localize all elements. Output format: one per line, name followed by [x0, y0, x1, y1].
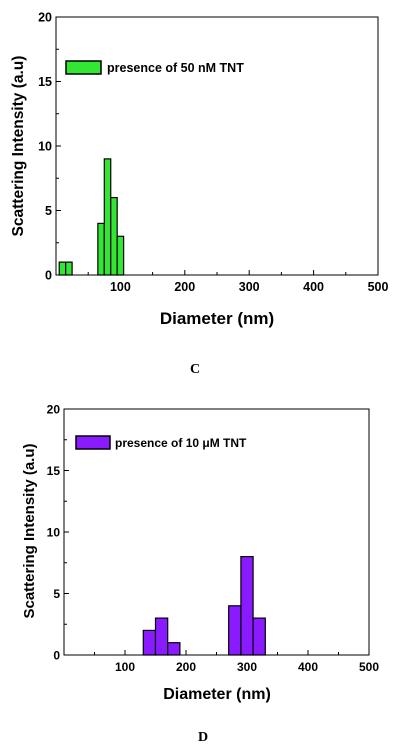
x-tick-label: 300	[237, 660, 257, 674]
y-tick-label: 5	[45, 204, 52, 218]
y-tick-label: 15	[47, 464, 61, 478]
y-axis-label: Scattering Intensity (a.u)	[21, 443, 38, 618]
x-tick-label: 300	[239, 280, 260, 294]
y-tick-label: 5	[53, 587, 60, 601]
chart-panel-c: 0 5 10 15 20 100 200 300 400 500 presence of 50 …	[10, 11, 388, 378]
x-tick-label: 100	[110, 280, 131, 294]
panel-label: C	[190, 362, 200, 377]
x-axis-ticks: 100 200 300 400 500	[94, 650, 379, 674]
panel-label: D	[198, 730, 208, 745]
x-tick-label: 400	[298, 660, 318, 674]
x-tick-label: 500	[368, 280, 389, 294]
x-tick-label: 400	[303, 280, 324, 294]
bar	[142, 629, 157, 656]
x-tick-label: 200	[174, 280, 195, 294]
bar	[240, 555, 254, 656]
y-axis-ticks: 0 5 10 15 20	[47, 403, 69, 663]
bar	[116, 235, 125, 276]
bar	[65, 261, 73, 276]
bar	[228, 605, 242, 656]
legend-label: presence of 10 μM TNT	[115, 436, 247, 450]
bar	[97, 222, 105, 276]
bar	[252, 617, 266, 656]
y-tick-label: 10	[38, 140, 52, 154]
y-tick-label: 0	[45, 269, 52, 283]
bar	[58, 261, 67, 276]
bar	[154, 617, 169, 656]
legend-swatch	[75, 435, 111, 450]
bar-series	[58, 158, 125, 276]
x-tick-label: 100	[115, 660, 135, 674]
y-axis-ticks: 0 5 10 15 20	[38, 11, 61, 283]
bar	[103, 158, 112, 276]
legend: presence of 10 μM TNT	[75, 435, 247, 450]
bar	[110, 197, 118, 276]
y-tick-label: 20	[38, 11, 52, 25]
legend: presence of 50 nM TNT	[65, 60, 244, 75]
y-tick-label: 0	[53, 649, 60, 663]
y-tick-label: 15	[38, 75, 52, 89]
y-axis-label: Scattering Intensity (a.u)	[10, 56, 27, 237]
y-tick-label: 20	[47, 403, 61, 417]
x-tick-label: 500	[359, 660, 379, 674]
legend-swatch	[65, 60, 102, 75]
bar-series	[142, 555, 266, 656]
x-axis-label: Diameter (nm)	[163, 686, 271, 703]
bar	[167, 642, 181, 656]
y-tick-label: 10	[47, 526, 61, 540]
chart-panel-d: 0 5 10 15 20 100 200 300 400 500 presence of 10 …	[21, 403, 379, 746]
x-axis-ticks: 100 200 300 400 500	[87, 270, 389, 294]
x-tick-label: 200	[176, 660, 196, 674]
legend-label: presence of 50 nM TNT	[107, 61, 244, 75]
x-axis-label: Diameter (nm)	[160, 309, 274, 328]
